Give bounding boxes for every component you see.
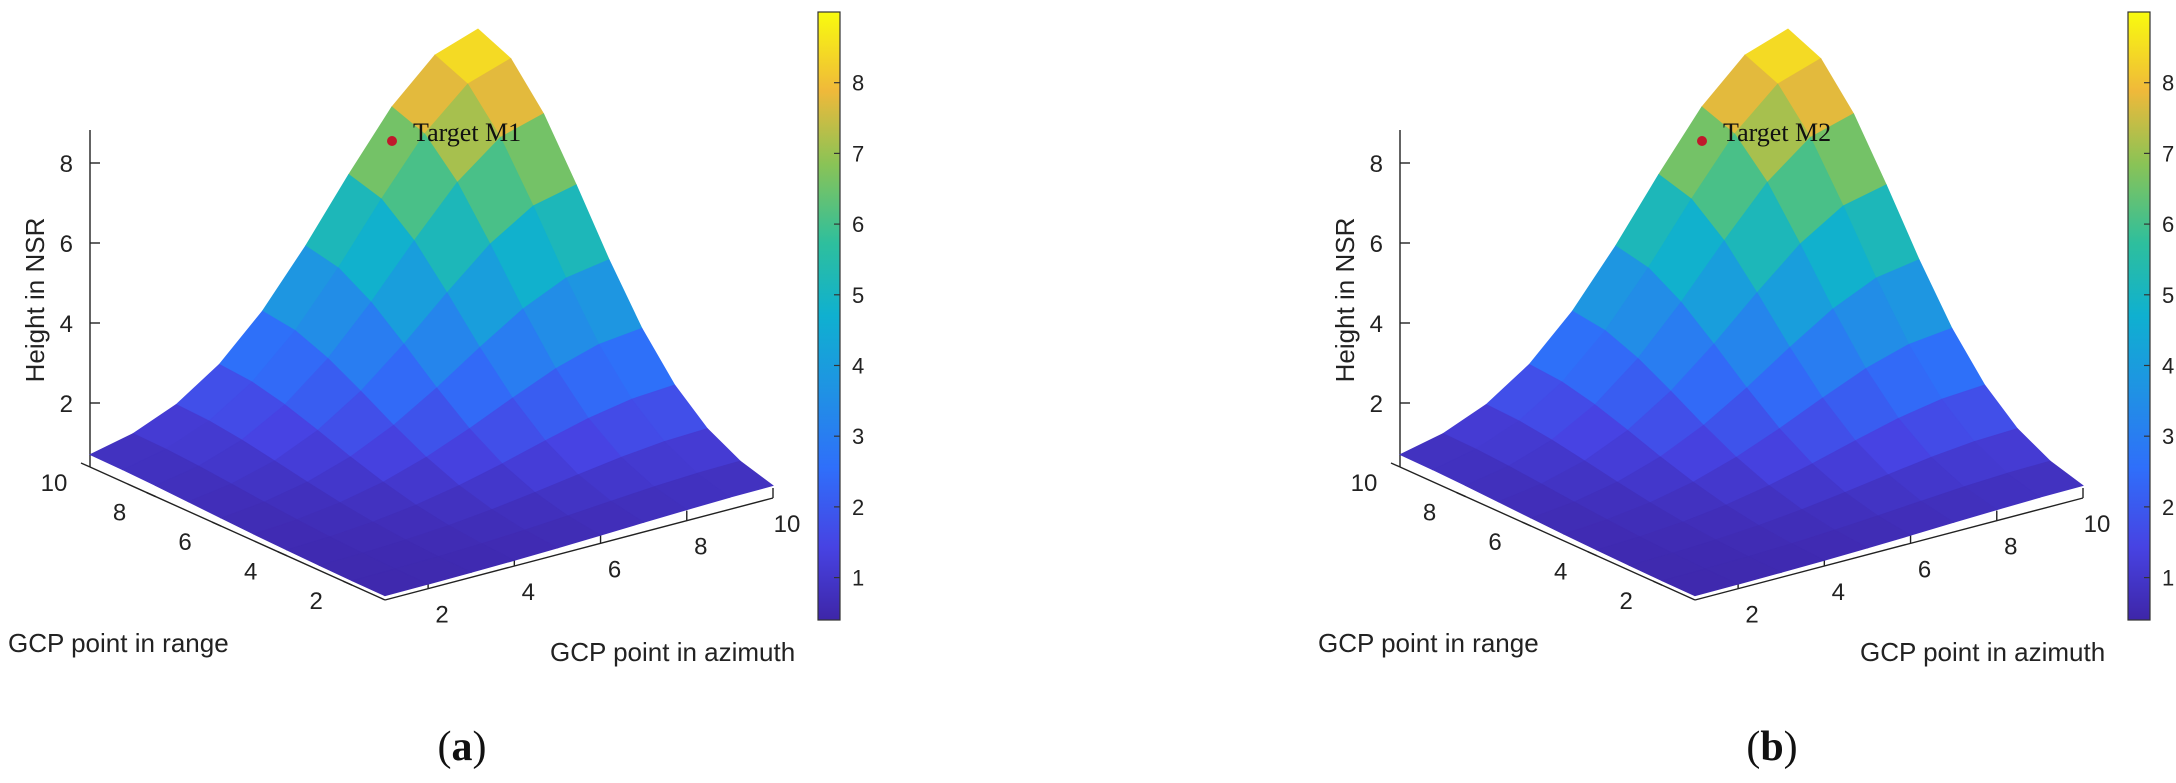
range-tick [80,462,91,468]
colorbar-tick-label: 1 [852,566,864,591]
range-tick [342,580,353,586]
colorbar-tick-label: 5 [2162,283,2174,308]
range-tick [1456,491,1466,498]
range-tick [1587,551,1597,557]
panel-caption: (b) [1746,724,1797,770]
colorbar-tick-label: 4 [2162,353,2174,378]
range-tick-label: 6 [1488,529,1501,556]
z-axis-label: Height in NSR [1330,218,1360,383]
range-tick-label: 6 [178,529,191,556]
z-tick-label: 8 [60,151,73,178]
range-tick-label: 2 [310,588,323,615]
z-tick-label: 8 [1370,151,1383,178]
azimuth-tick-label: 6 [1918,556,1931,583]
range-tick-label: 4 [1554,559,1567,586]
surface-facet [351,568,430,597]
panel-a: 2 4 6 8 2 4 6 8 10 2 4 6 8 10 Target M1 Height in NSR GC… [8,11,864,770]
z-axis-label: Height in NSR [20,218,50,383]
range-tick-label: 2 [1620,588,1633,615]
z-tick-label: 4 [60,311,73,338]
azimuth-axis-line [384,497,774,601]
azimuth-axis-label: GCP point in azimuth [550,637,795,667]
target-annotation: Target M1 [413,118,521,147]
range-tick-label: 10 [41,470,68,497]
z-tick-label: 6 [1370,231,1383,258]
azimuth-tick-label: 8 [2004,534,2017,561]
peak-marker [1697,136,1707,146]
range-tick-label: 8 [1423,500,1436,527]
range-tick [1390,462,1401,468]
azimuth-tick-label: 6 [608,556,621,583]
colorbar-tick-label: 2 [2162,495,2174,520]
range-tick [211,521,222,527]
colorbar-tick-label: 8 [2162,71,2174,96]
azimuth-tick-label: 10 [774,511,801,538]
panel-caption-letter: b [1760,724,1783,770]
range-tick [277,551,287,557]
peak-marker [387,136,397,146]
colorbar [817,11,841,621]
colorbar-tick-label: 7 [852,141,864,166]
colorbar-tick-label: 3 [2162,424,2174,449]
panel-caption: (a) [438,724,487,770]
range-tick-label: 10 [1351,470,1378,497]
colorbar-tick-label: 5 [852,283,864,308]
colorbar-tick-label: 4 [852,353,864,378]
range-tick [1652,580,1663,586]
z-tick-label: 2 [1370,391,1383,418]
range-axis-label: GCP point in range [1318,628,1539,658]
panel-b: 2 4 6 8 2 4 6 8 10 2 4 6 8 10 Target M2 Height in NSR GC… [1318,11,2174,770]
azimuth-tick-label: 8 [694,534,707,561]
colorbar-tick-label: 6 [2162,212,2174,237]
z-tick-label: 2 [60,391,73,418]
azimuth-tick-label: 2 [1745,602,1758,629]
colorbar [2127,11,2151,621]
azimuth-axis-label: GCP point in azimuth [1860,637,2105,667]
range-axis-label: GCP point in range [8,628,229,658]
colorbar-tick-label: 8 [852,71,864,96]
surface-facet [1661,568,1740,597]
range-tick [1521,521,1532,527]
colorbar-tick-label: 2 [852,495,864,520]
azimuth-tick-label: 2 [435,602,448,629]
colorbar-tick-label: 1 [2162,566,2174,591]
range-tick-label: 8 [113,500,126,527]
panel-caption-letter: a [452,724,473,770]
azimuth-axis-line [1694,497,2084,601]
range-axis-line [1399,466,1696,601]
z-tick-label: 4 [1370,311,1383,338]
azimuth-tick-label: 4 [1832,579,1845,606]
azimuth-tick-label: 4 [522,579,535,606]
colorbar-tick-label: 6 [852,212,864,237]
range-axis-line [89,466,386,601]
range-tick-label: 4 [244,559,257,586]
azimuth-tick-label: 10 [2084,511,2111,538]
colorbar-tick-label: 3 [852,424,864,449]
target-annotation: Target M2 [1723,118,1831,147]
z-tick-label: 6 [60,231,73,258]
colorbar-tick-label: 7 [2162,141,2174,166]
range-tick [146,491,156,498]
